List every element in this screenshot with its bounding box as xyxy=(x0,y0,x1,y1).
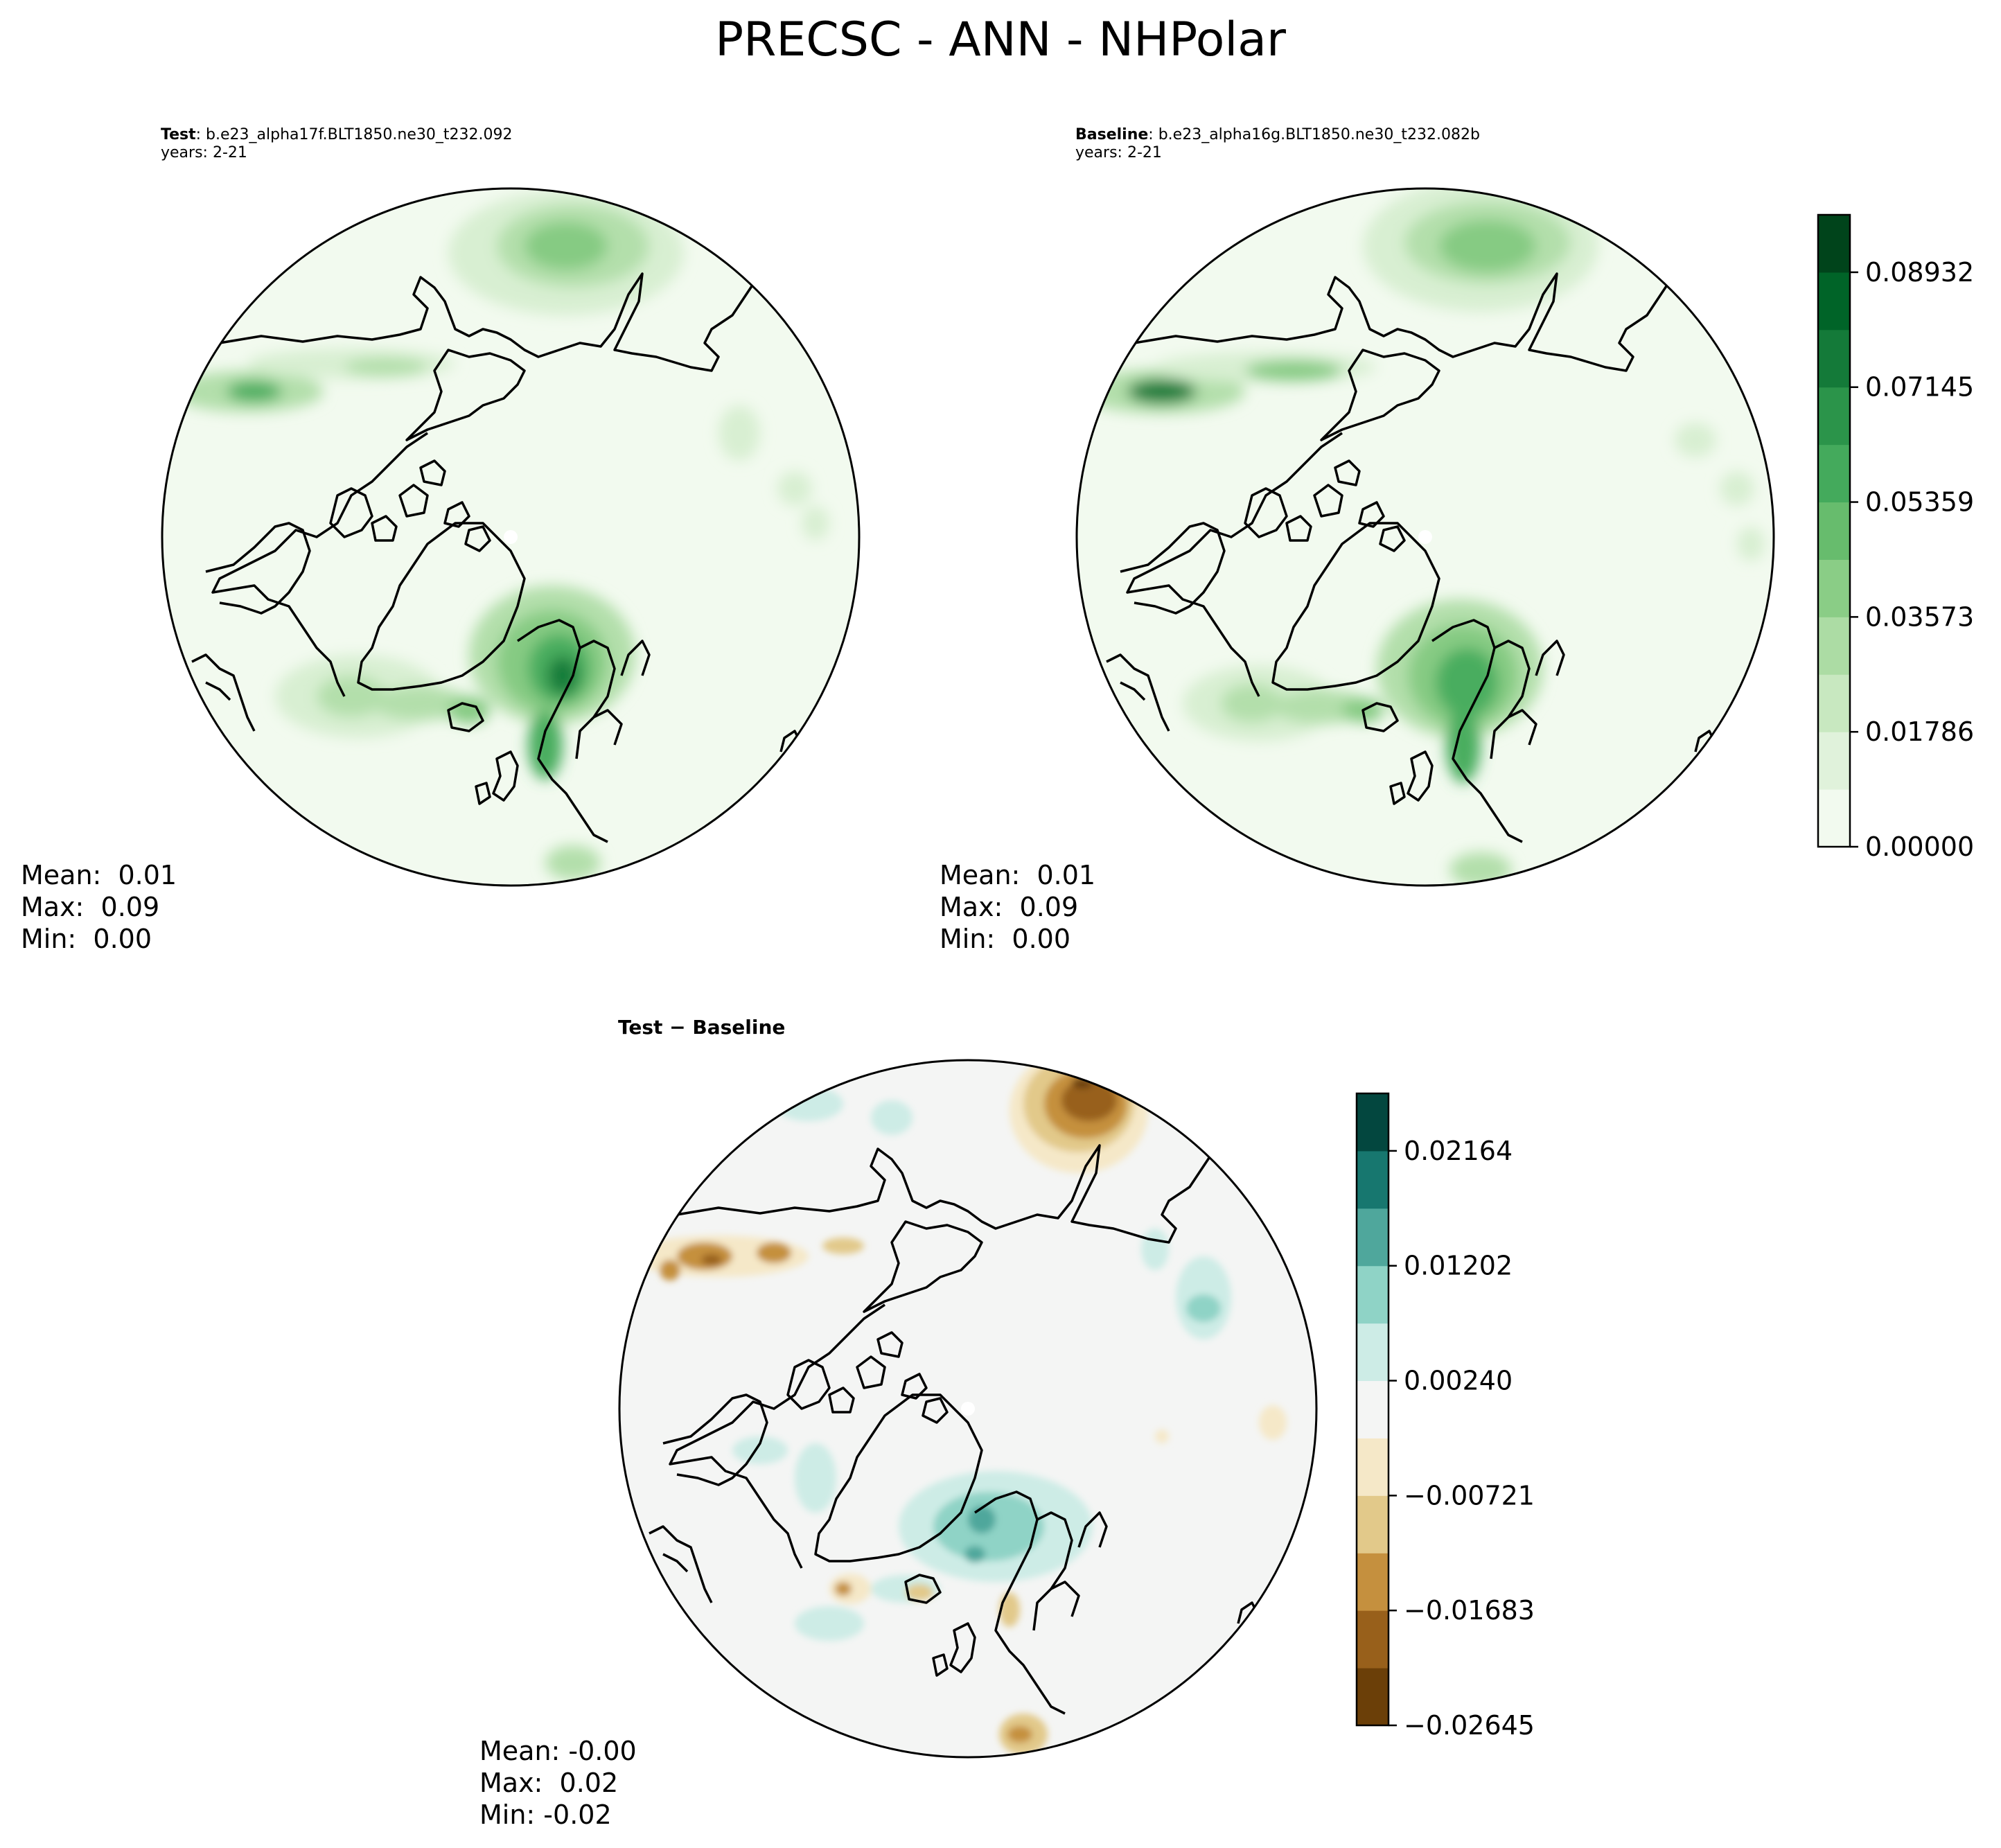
test-stats: Mean: 0.01 Max: 0.09 Min: 0.00 xyxy=(21,859,177,955)
colorbar-diff-segment xyxy=(1357,1668,1389,1726)
colorbar-main-tick-label: 0.01786 xyxy=(1865,716,1974,747)
test-panel-title: Test: b.e23_alpha17f.BLT1850.ne30_t232.0… xyxy=(161,126,512,162)
diff-mean: Mean: -0.00 xyxy=(479,1736,637,1766)
colorbar-diff-tick-label: −0.02645 xyxy=(1404,1710,1535,1741)
colorbar-main-segment xyxy=(1818,674,1850,732)
colorbar-main-segment xyxy=(1818,215,1850,273)
colorbar-diff-segment xyxy=(1357,1265,1389,1324)
colorbar-main-segment xyxy=(1818,732,1850,790)
colorbar-main-tick-label: 0.00000 xyxy=(1865,831,1974,862)
colorbar-diff-segment xyxy=(1357,1150,1389,1209)
colorbar-diff: −0.02645 −0.01683 −0.00721 0.00240 0.01202 0.… xyxy=(1355,1092,1535,1741)
diff-panel-title: Test − Baseline xyxy=(618,1016,786,1039)
baseline-stats: Mean: 0.01 Max: 0.09 Min: 0.00 xyxy=(940,859,1095,955)
test-label: Test xyxy=(161,126,196,143)
baseline-label: Baseline xyxy=(1075,126,1149,143)
colorbar-diff-tick-label: −0.00721 xyxy=(1404,1480,1535,1511)
diff-stats: Mean: -0.00 Max: 0.02 Min: -0.02 xyxy=(479,1735,637,1831)
test-min: Min: 0.00 xyxy=(21,924,152,954)
colorbar-main-segment xyxy=(1818,789,1850,847)
baseline-case-name: : b.e23_alpha16g.BLT1850.ne30_t232.082b xyxy=(1148,126,1480,143)
colorbar-main-segment xyxy=(1818,387,1850,446)
colorbar-diff-tick-label: 0.00240 xyxy=(1404,1366,1513,1396)
test-max: Max: 0.09 xyxy=(21,892,160,922)
diff-map xyxy=(618,1059,1318,1759)
colorbar-main-tick-label: 0.03573 xyxy=(1865,601,1974,632)
colorbar-main-segment xyxy=(1818,559,1850,617)
diff-max: Max: 0.02 xyxy=(479,1768,619,1798)
baseline-map xyxy=(1075,187,1775,887)
colorbar-diff-segment xyxy=(1357,1208,1389,1267)
colorbar-diff-tick-label: 0.02164 xyxy=(1404,1136,1513,1166)
colorbar-main-tick-label: 0.08932 xyxy=(1865,257,1974,288)
test-case-name: : b.e23_alpha17f.BLT1850.ne30_t232.092 xyxy=(195,126,513,143)
colorbar-diff-frame xyxy=(1355,1092,1390,1727)
colorbar-diff-segment xyxy=(1357,1093,1389,1152)
test-mean: Mean: 0.01 xyxy=(21,860,177,890)
baseline-panel-title: Baseline: b.e23_alpha16g.BLT1850.ne30_t2… xyxy=(1075,126,1480,162)
colorbar-diff-segment xyxy=(1357,1380,1389,1438)
test-map xyxy=(161,187,861,887)
baseline-mean: Mean: 0.01 xyxy=(940,860,1096,890)
colorbar-main-segment xyxy=(1818,617,1850,675)
colorbar-diff-segment xyxy=(1357,1553,1389,1611)
colorbar-diff-segment xyxy=(1357,1610,1389,1669)
colorbar-main-segment xyxy=(1818,502,1850,560)
colorbar-main-segment xyxy=(1818,272,1850,331)
diff-label: Test − Baseline xyxy=(618,1016,786,1039)
figure-title: PRECSC - ANN - NHPolar xyxy=(715,12,1286,67)
baseline-max: Max: 0.09 xyxy=(940,892,1079,922)
colorbar-main: 0.00000 0.01786 0.03573 0.05359 0.07145 0.089… xyxy=(1817,213,1974,862)
colorbar-diff-segment xyxy=(1357,1438,1389,1496)
colorbar-main-segment xyxy=(1818,329,1850,388)
colorbar-main-segment xyxy=(1818,444,1850,503)
colorbar-diff-segment xyxy=(1357,1495,1389,1554)
baseline-years: years: 2-21 xyxy=(1075,144,1162,161)
colorbar-main-tick-label: 0.07145 xyxy=(1865,372,1974,403)
colorbar-main-frame xyxy=(1817,213,1851,848)
baseline-min: Min: 0.00 xyxy=(940,924,1070,954)
test-years: years: 2-21 xyxy=(161,144,247,161)
colorbar-main-tick-label: 0.05359 xyxy=(1865,487,1974,518)
diff-min: Min: -0.02 xyxy=(479,1799,612,1830)
colorbar-diff-segment xyxy=(1357,1323,1389,1382)
colorbar-diff-tick-label: −0.01683 xyxy=(1404,1595,1535,1626)
colorbar-diff-tick-label: 0.01202 xyxy=(1404,1251,1513,1281)
